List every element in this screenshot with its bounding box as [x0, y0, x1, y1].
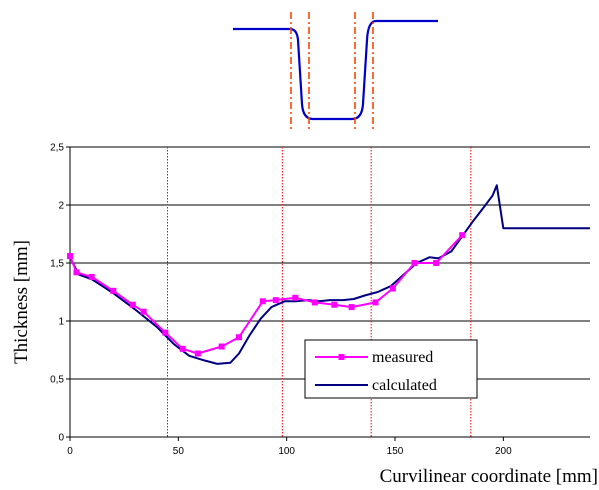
x-tick-label: 100: [278, 446, 295, 457]
data-point-measured: [179, 345, 186, 352]
legend-marker-measured: [338, 354, 345, 360]
data-point-measured: [218, 343, 225, 350]
x-axis-ticks: 0 50 100 150 200: [67, 437, 512, 457]
data-point-measured: [67, 253, 73, 260]
y-tick-label: 1: [58, 317, 64, 328]
data-point-measured: [162, 329, 169, 336]
series-line-measured: [69, 234, 463, 355]
section-profile-line: [233, 19, 438, 121]
y-tick-label: 2,5: [50, 143, 64, 154]
data-point-measured: [348, 304, 355, 311]
reference-lines: [167, 147, 472, 437]
data-point-measured: [311, 299, 318, 306]
legend: measured calculated: [304, 339, 478, 399]
data-point-measured: [110, 287, 117, 294]
data-point-measured: [236, 334, 242, 341]
data-point-measured: [459, 232, 466, 239]
y-tick-label: 1,5: [50, 259, 64, 270]
plot-area: 0 50 100 150 200 0 0,5 1 1,5 2 2,5: [50, 143, 590, 457]
data-point-measured: [331, 301, 338, 308]
x-tick-label: 150: [387, 446, 404, 457]
y-axis-ticks: 0 0,5 1 1,5 2 2,5: [50, 143, 70, 444]
legend-label-calculated: calculated: [372, 377, 437, 394]
x-tick-label: 200: [495, 446, 512, 457]
data-point-measured: [73, 269, 80, 276]
x-axis-title: Curvilinear coordinate [mm]: [380, 466, 598, 487]
y-axis-title: Thickness [mm]: [11, 240, 32, 364]
y-tick-label: 0: [58, 433, 64, 444]
series-layer: [67, 184, 590, 365]
x-tick-label: 0: [67, 446, 73, 457]
legend-label-measured: measured: [372, 349, 433, 366]
horizontal-gridlines: [70, 146, 590, 380]
data-point-measured: [272, 297, 279, 304]
data-point-measured: [194, 350, 201, 357]
data-point-measured: [372, 299, 379, 306]
data-point-measured: [88, 273, 95, 280]
section-profile-diagram: [233, 12, 438, 130]
y-tick-label: 2: [58, 201, 64, 212]
data-point-measured: [140, 308, 147, 315]
data-point-measured: [259, 298, 266, 305]
data-point-measured: [411, 260, 418, 266]
data-point-measured: [389, 285, 396, 292]
legend-box: [304, 339, 478, 399]
x-tick-label: 50: [173, 446, 185, 457]
y-tick-label: 0,5: [50, 375, 64, 386]
data-point-measured: [433, 260, 440, 266]
data-point-measured: [129, 301, 136, 308]
series-line-calculated: [69, 184, 590, 365]
data-point-measured: [292, 294, 299, 301]
